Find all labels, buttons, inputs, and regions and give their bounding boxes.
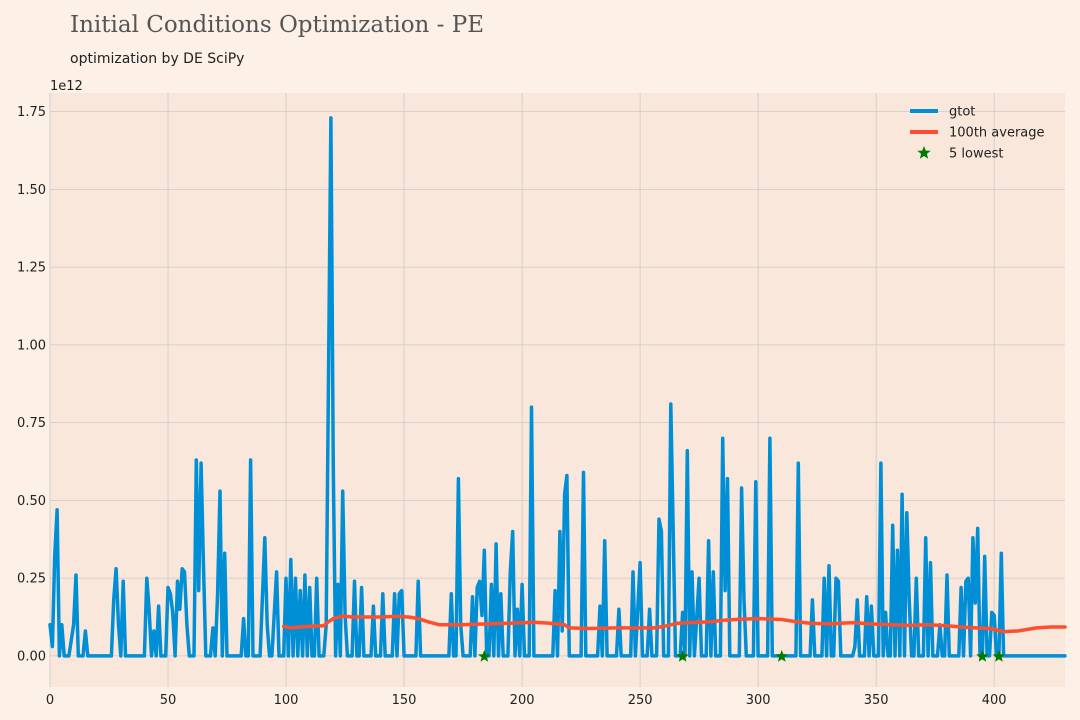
y-tick-label: 0.25 [17,572,46,587]
chart-subtitle: optimization by DE SciPy [70,51,244,67]
series-average-line [281,614,1067,634]
y-tick-label: 1.25 [17,261,46,276]
y-axis-offset-label: 1e12 [50,79,83,94]
y-tick-label: 0.50 [17,494,46,509]
lowest-point-marker [775,650,788,662]
x-tick-label: 0 [46,693,54,708]
legend-label: 5 lowest [949,147,1003,162]
tick-labels: 0 50 100 150 200 250 300 350 400 0.00 0.25 0.50 0.75… [17,105,1007,708]
x-tick-label: 100 [274,693,299,708]
x-tick-label: 400 [982,693,1007,708]
legend-label: gtot [949,105,975,120]
x-tick-label: 250 [628,693,653,708]
x-tick-label: 150 [392,693,417,708]
lowest-point-marker [976,650,989,662]
y-tick-label: 0.00 [17,649,46,664]
lowest-point-marker [478,650,491,662]
x-tick-label: 200 [510,693,535,708]
legend-label: 100th average [949,126,1045,141]
lowest-point-marker [992,650,1006,662]
lowest-point-marker [676,650,689,662]
y-tick-label: 1.50 [17,183,46,198]
legend-lowest-swatch [917,146,931,159]
series-gtot-line [48,116,1067,658]
x-tick-label: 50 [160,693,177,708]
legend: gtot 100th average 5 lowest [910,105,1045,162]
y-tick-label: 1.00 [17,338,46,353]
chart-title: Initial Conditions Optimization - PE [70,12,484,38]
x-tick-label: 350 [864,693,889,708]
x-tick-label: 300 [746,693,771,708]
series-layer [48,116,1067,662]
y-tick-label: 0.75 [17,416,46,431]
y-tick-label: 1.75 [17,105,46,120]
